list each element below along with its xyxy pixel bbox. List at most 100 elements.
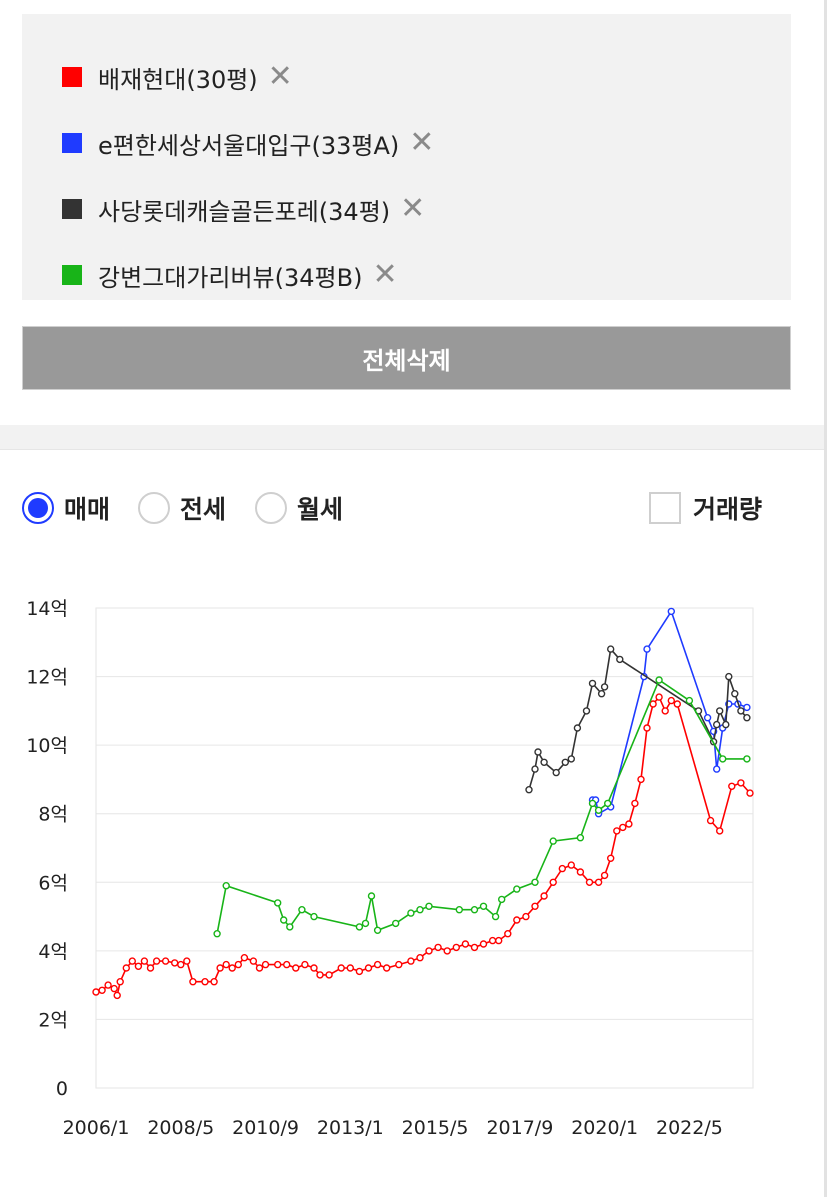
y-tick-label: 4억 — [38, 941, 68, 963]
data-point — [607, 645, 615, 653]
data-point — [222, 960, 230, 969]
data-point — [373, 926, 382, 934]
data-point — [631, 799, 639, 808]
compare-item-label: 사당롯데캐슬골든포레(34평) — [98, 197, 391, 226]
data-point — [531, 902, 539, 910]
data-point — [567, 755, 575, 763]
data-point — [725, 672, 733, 681]
data-point — [443, 947, 451, 955]
data-point — [594, 878, 603, 886]
radio-icon[interactable] — [255, 492, 287, 524]
data-point — [498, 895, 506, 904]
y-tick-label: 2억 — [38, 1009, 68, 1031]
data-point — [743, 703, 751, 712]
data-point — [643, 645, 651, 653]
data-point — [292, 964, 300, 972]
data-point — [737, 779, 745, 787]
data-point — [613, 827, 621, 835]
data-point — [491, 912, 500, 921]
data-point — [667, 607, 675, 616]
remove-icon[interactable]: ✕ — [400, 191, 426, 226]
data-point — [706, 816, 715, 825]
data-point — [731, 690, 739, 698]
data-point — [316, 971, 324, 979]
data-point — [561, 758, 569, 766]
volume-label: 거래량 — [693, 495, 763, 524]
data-point — [161, 957, 170, 965]
volume-toggle[interactable]: 거래량 — [649, 488, 762, 528]
data-point — [416, 906, 424, 914]
data-point — [255, 964, 264, 972]
compare-item-label: 배재현대(30평) — [98, 65, 258, 94]
data-point — [364, 964, 373, 972]
series-color-swatch — [62, 67, 82, 87]
delete-all-button[interactable]: 전체삭제 — [22, 326, 791, 390]
data-point — [531, 765, 539, 773]
series-color-swatch — [62, 265, 82, 285]
data-point — [116, 978, 124, 986]
data-point — [582, 707, 591, 715]
data-point — [576, 834, 585, 842]
data-point — [434, 943, 442, 952]
radio-selected-icon[interactable] — [22, 492, 54, 524]
compare-item-4: 강변그대가리버뷰(34평B) ✕ — [62, 255, 398, 295]
data-point — [643, 724, 651, 732]
data-point — [588, 679, 597, 688]
y-tick-label: 6억 — [38, 872, 68, 894]
y-tick-label: 0 — [56, 1078, 68, 1100]
remove-icon[interactable]: ✕ — [372, 257, 398, 292]
data-point — [549, 878, 557, 886]
x-tick-label: 2013/1 — [317, 1117, 384, 1139]
compare-item-label: 강변그대가리버뷰(34평B) — [98, 263, 363, 292]
data-point — [558, 864, 566, 873]
compare-item-label: e편한세상서울대입구(33평A) — [98, 131, 400, 160]
data-point — [604, 799, 612, 808]
option-jeonse[interactable]: 전세 — [138, 488, 226, 528]
data-point — [373, 960, 382, 969]
data-point — [655, 676, 663, 684]
remove-icon[interactable]: ✕ — [409, 125, 435, 160]
data-point — [383, 964, 391, 972]
data-point — [283, 960, 291, 969]
data-point — [425, 902, 433, 910]
option-sale[interactable]: 매매 — [22, 488, 110, 528]
data-point — [122, 964, 131, 972]
series-color-swatch — [62, 199, 82, 219]
checkbox-icon[interactable] — [649, 492, 681, 524]
data-point — [355, 923, 364, 931]
data-point — [522, 912, 530, 921]
data-point — [685, 696, 694, 705]
data-point — [504, 930, 512, 938]
compare-item-1: 배재현대(30평) ✕ — [62, 57, 293, 97]
option-sale-label: 매매 — [64, 495, 111, 524]
option-monthly[interactable]: 월세 — [255, 488, 343, 528]
data-point — [661, 707, 669, 715]
data-point — [470, 906, 479, 914]
data-point — [673, 700, 681, 708]
data-point — [716, 827, 724, 835]
scrollbar-edge — [824, 0, 827, 1197]
data-point — [216, 964, 224, 972]
data-point — [585, 878, 594, 886]
data-point — [743, 714, 751, 722]
section-divider — [0, 425, 827, 450]
data-point — [183, 957, 191, 965]
data-point — [213, 930, 221, 938]
data-point — [128, 957, 137, 965]
data-point — [110, 984, 118, 993]
data-point — [540, 758, 548, 766]
data-point — [355, 967, 364, 976]
data-point — [719, 755, 727, 763]
radio-icon[interactable] — [138, 492, 170, 524]
data-point — [222, 882, 230, 890]
data-point — [549, 837, 557, 845]
data-point — [576, 868, 585, 876]
data-point — [616, 655, 624, 664]
data-point — [637, 775, 645, 784]
data-point — [649, 700, 657, 708]
data-point — [134, 962, 143, 970]
data-point — [495, 936, 503, 945]
data-point — [479, 940, 488, 948]
data-point — [286, 923, 294, 931]
remove-icon[interactable]: ✕ — [267, 59, 293, 94]
